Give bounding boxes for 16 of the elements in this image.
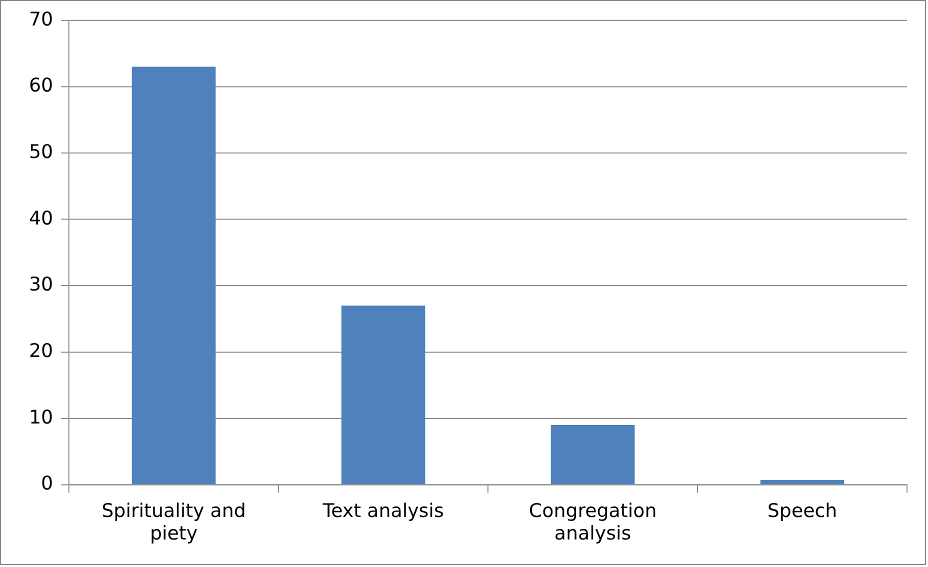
y-tick-label: 0 (40, 472, 54, 495)
x-tick-label: Text analysis (322, 500, 444, 522)
y-tick-label: 70 (28, 8, 54, 30)
x-tick-label: Congregation analysis (528, 500, 657, 545)
y-tick-label: 60 (28, 74, 54, 97)
x-tick-label: Spirituality and piety (102, 500, 246, 545)
y-tick-label: 20 (28, 340, 54, 362)
bar (550, 424, 635, 484)
y-tick-label: 30 (28, 274, 54, 296)
y-tick-label: 50 (28, 140, 54, 163)
bar (760, 480, 844, 484)
bar (132, 66, 216, 484)
bar (341, 306, 426, 484)
y-tick-label: 10 (28, 406, 54, 428)
y-tick-label: 40 (28, 207, 54, 230)
x-tick-label: Speech (767, 500, 838, 522)
